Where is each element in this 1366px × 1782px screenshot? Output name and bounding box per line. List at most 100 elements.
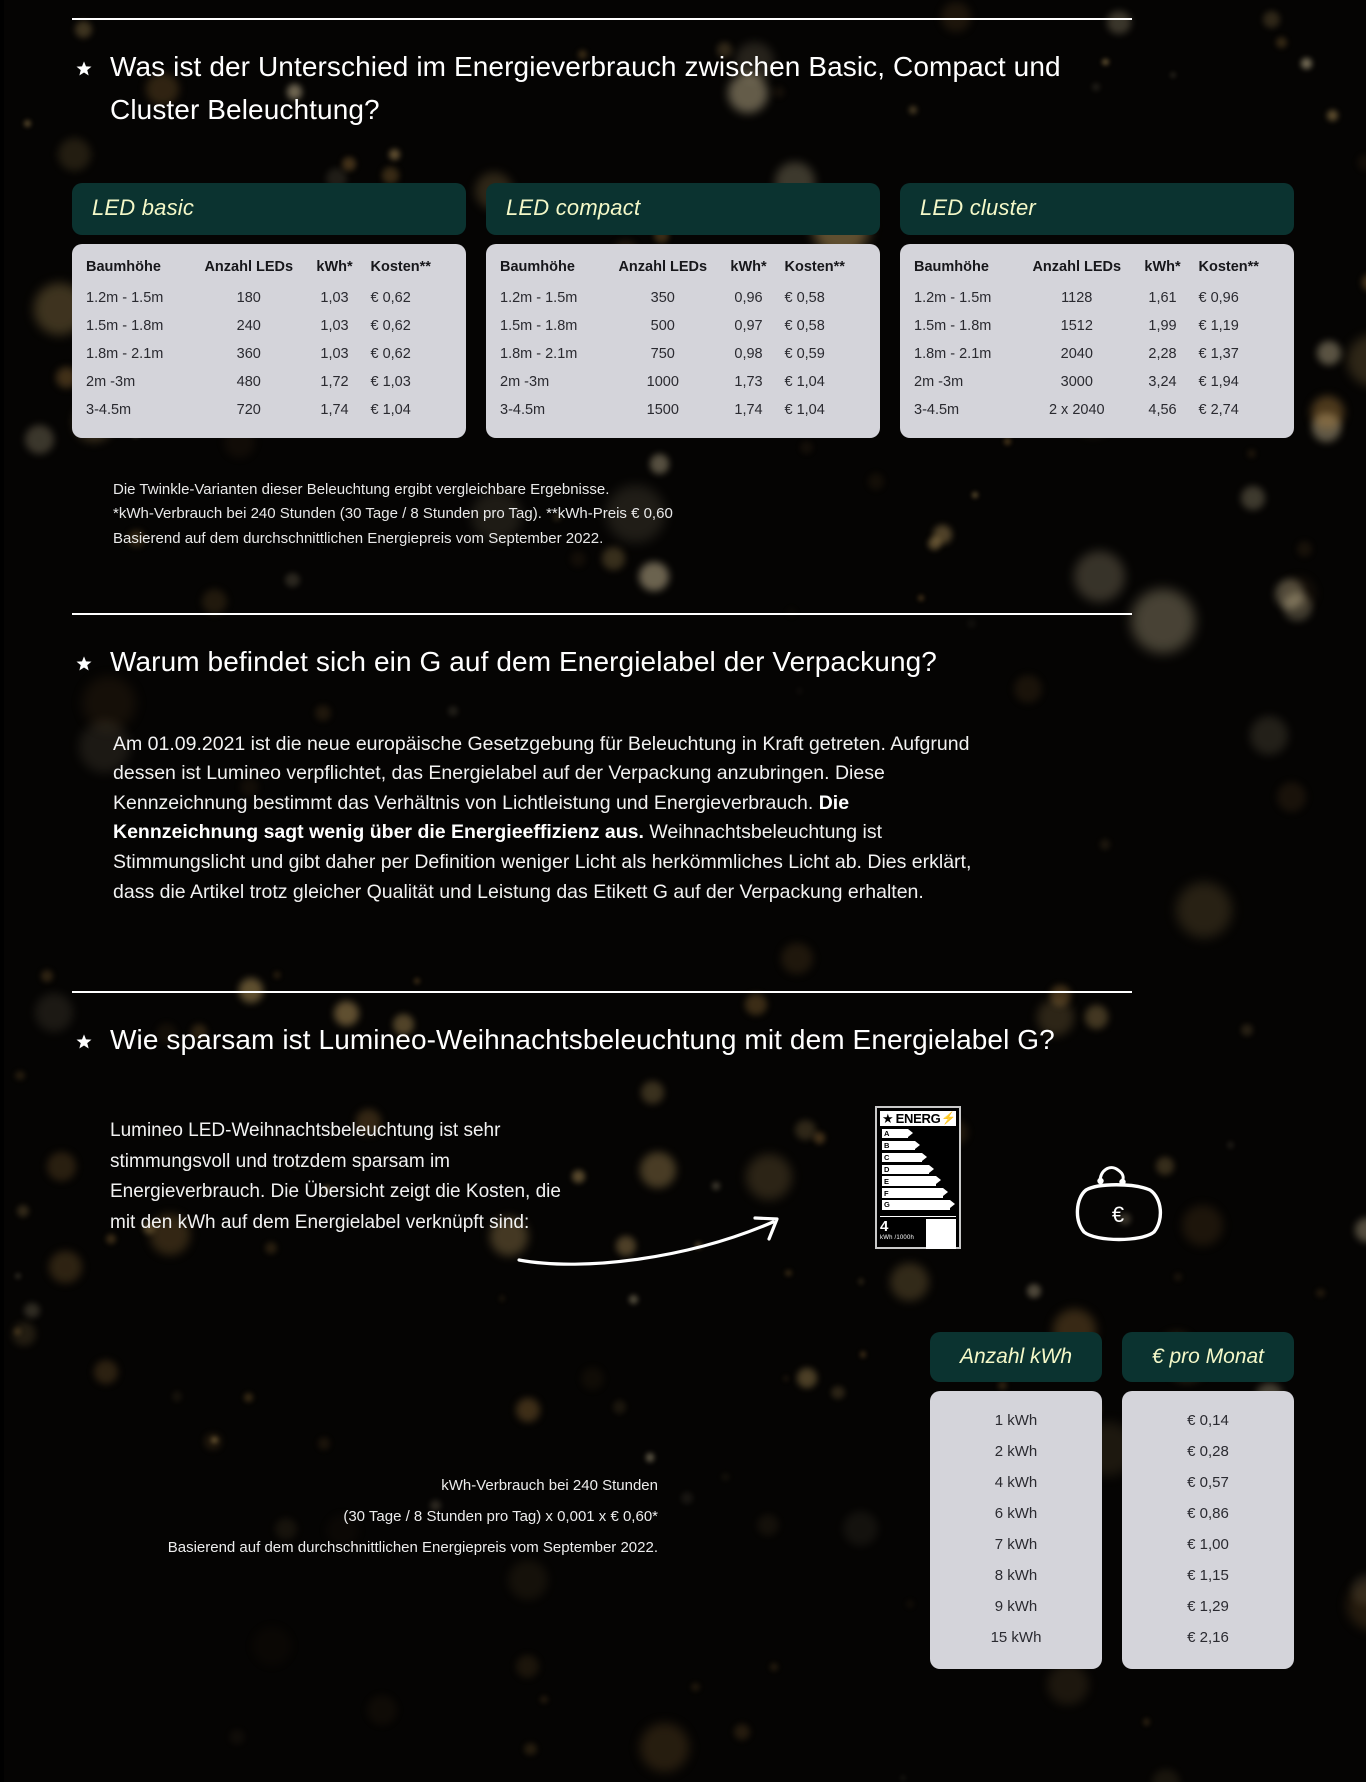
table-cell: 3,24 (1148, 374, 1177, 391)
energy-label-header: ★ ENERG ⚡ (880, 1110, 956, 1126)
table-cell: 2 x 2040 (1048, 402, 1105, 419)
star-icon (72, 650, 96, 680)
column-header: Anzahl LEDs (1032, 259, 1122, 276)
table-row: 2m -3m 3000 3,24 € 1,94 (912, 368, 1282, 396)
cost-row: € 0,86 (1187, 1504, 1229, 1522)
question-1-text: Was ist der Unterschied im Energieverbra… (110, 51, 1061, 125)
divider-top (72, 18, 1132, 20)
kwh-cost-tables: kWh-Verbrauch bei 240 Stunden (30 Tage / … (0, 1331, 1366, 1670)
table-cell: 4,56 (1148, 402, 1177, 419)
table-cell: 2,28 (1148, 346, 1177, 363)
question-2-text: Warum befindet sich ein G auf dem Energi… (110, 645, 937, 677)
led-table-body: Baumhöhe Anzahl LEDs kWh* Kosten** 1.2m - 1.… (900, 244, 1294, 439)
energy-class-bar-A: A (882, 1128, 913, 1139)
energy-label-footer: 4 kWh /1000h (880, 1216, 956, 1250)
table-cell: 180 (236, 290, 261, 307)
footnote-line: Die Twinkle-Varianten dieser Beleuchtung… (113, 481, 610, 499)
table-cell: € 0,62 (370, 318, 411, 335)
kwh-row: 4 kWh (994, 1473, 1038, 1491)
energy-label-star-icon: ★ (882, 1110, 894, 1126)
divider-section-2 (72, 612, 1132, 615)
table-cell: 0,98 (734, 346, 763, 363)
energy-class-letter: A (884, 1129, 890, 1139)
column-header: Anzahl LEDs (618, 259, 708, 276)
cost-row: € 1,29 (1187, 1598, 1229, 1616)
table-anzahl-kwh: Anzahl kWh 1 kWh 2 kWh 4 kWh 6 kWh 7 kWh 8 kW… (930, 1331, 1102, 1670)
table-cell: 1128 (1061, 290, 1093, 307)
kwh-row: 9 kWh (994, 1598, 1038, 1616)
section-energy-comparison: Was ist der Unterschied im Energieverbra… (0, 46, 1366, 131)
kwh-row: 6 kWh (994, 1504, 1038, 1522)
table-cell: 750 (650, 346, 675, 363)
question-3: Wie sparsam ist Lumineo-Weihnachtsbeleuc… (72, 1019, 1306, 1062)
table-cell: 480 (236, 374, 261, 391)
table-cell: 1,74 (320, 402, 349, 419)
table-cell: 1,74 (734, 402, 763, 419)
star-icon (72, 1028, 96, 1058)
savings-intro-text: Lumineo LED-Weihnachtsbeleuchtung ist se… (110, 1119, 561, 1234)
energy-label-value: 4 (880, 1218, 889, 1236)
table-cell: 720 (236, 402, 261, 419)
table-row: 1.8m - 2.1m 2040 2,28 € 1,37 (912, 340, 1282, 368)
table-cell: 0,97 (734, 318, 763, 335)
table-anzahl-kwh-body: 1 kWh 2 kWh 4 kWh 6 kWh 7 kWh 8 kWh 9 kWh 15 kW… (930, 1390, 1102, 1670)
table-euro-pro-monat-body: € 0,14 € 0,28 € 0,57 € 0,86 € 1,00 € 1,15 € 1,… (1122, 1390, 1294, 1670)
column-header: Kosten** (370, 259, 431, 276)
table-cell: 1.2m - 1.5m (914, 290, 992, 307)
table-euro-pro-monat-title: € pro Monat (1151, 1344, 1265, 1368)
energy-class-bar-E: E (882, 1176, 941, 1186)
table-cell: 1,73 (734, 374, 763, 391)
table-cell: 240 (236, 318, 261, 335)
table-cell: € 0,59 (784, 346, 825, 363)
cost-row: € 0,57 (1187, 1473, 1229, 1491)
cost-row: € 2,16 (1187, 1629, 1229, 1647)
energy-class-bar-G: G (882, 1200, 955, 1210)
cost-row: € 1,15 (1187, 1567, 1229, 1585)
kwh-row: 8 kWh (994, 1567, 1038, 1585)
curved-arrow-icon (515, 1210, 805, 1270)
table-cell: € 1,19 (1198, 318, 1239, 335)
section-savings: Wie sparsam ist Lumineo-Weihnachtsbeleuc… (0, 1019, 1366, 1062)
led-table-body: Baumhöhe Anzahl LEDs kWh* Kosten** 1.2m - 1.… (72, 244, 466, 439)
table-cell: 3-4.5m (86, 402, 132, 419)
table-cell: € 1,04 (370, 402, 411, 419)
table-cell: € 0,62 (370, 290, 411, 307)
table-cell: € 1,37 (1198, 346, 1239, 363)
led-table-led-cluster: LED cluster Baumhöhe Anzahl LEDs kWh* Kosten… (900, 183, 1294, 439)
led-table-led-compact: LED compact Baumhöhe Anzahl LEDs kWh* Kosten… (486, 183, 880, 439)
energy-class-letter: E (884, 1176, 890, 1186)
kwh-row: 15 kWh (990, 1629, 1042, 1647)
kwh-row: 1 kWh (994, 1411, 1038, 1429)
table-cell: 1.5m - 1.8m (86, 318, 164, 335)
table-cell: € 0,58 (784, 318, 825, 335)
energy-class-letter: F (884, 1188, 889, 1198)
paragraph-emphasis: Die Kennzeichnung sagt wenig über die En… (113, 791, 850, 844)
divider-section-3 (72, 991, 1132, 994)
table-euro-pro-monat-header: € pro Monat (1122, 1331, 1294, 1382)
table-row: 1.5m - 1.8m 240 1,03 € 0,62 (84, 312, 454, 340)
question-1: Was ist der Unterschied im Energieverbra… (72, 46, 1306, 131)
table-cell: 1000 (646, 374, 679, 391)
energy-label-unit: kWh /1000h (880, 1235, 915, 1242)
table-cell: 3000 (1060, 374, 1093, 391)
table-row: 1.2m - 1.5m 180 1,03 € 0,62 (84, 284, 454, 312)
energy-class-letter: D (884, 1164, 890, 1174)
table-header-row: Baumhöhe Anzahl LEDs kWh* Kosten** (84, 256, 454, 284)
table-cell: € 0,96 (1198, 290, 1239, 307)
table-cell: 2m -3m (86, 374, 136, 391)
table-cell: 1.2m - 1.5m (500, 290, 578, 307)
table-row: 3-4.5m 720 1,74 € 1,04 (84, 396, 454, 424)
table-row: 2m -3m 1000 1,73 € 1,04 (498, 368, 868, 396)
table-cell: € 1,04 (784, 402, 825, 419)
table-cell: 1500 (646, 402, 679, 419)
table-cell: 1512 (1060, 318, 1093, 335)
column-header: Baumhöhe (500, 259, 575, 276)
energy-class-bar-D: D (882, 1164, 934, 1174)
energy-class-bar-F: F (882, 1188, 948, 1198)
energy-class-bar-B: B (882, 1140, 920, 1151)
led-comparison-tables: LED basic Baumhöhe Anzahl LEDs kWh* Kosten**… (0, 183, 1366, 439)
table-header-row: Baumhöhe Anzahl LEDs kWh* Kosten** (912, 256, 1282, 284)
table-anzahl-kwh-title: Anzahl kWh (959, 1344, 1073, 1368)
